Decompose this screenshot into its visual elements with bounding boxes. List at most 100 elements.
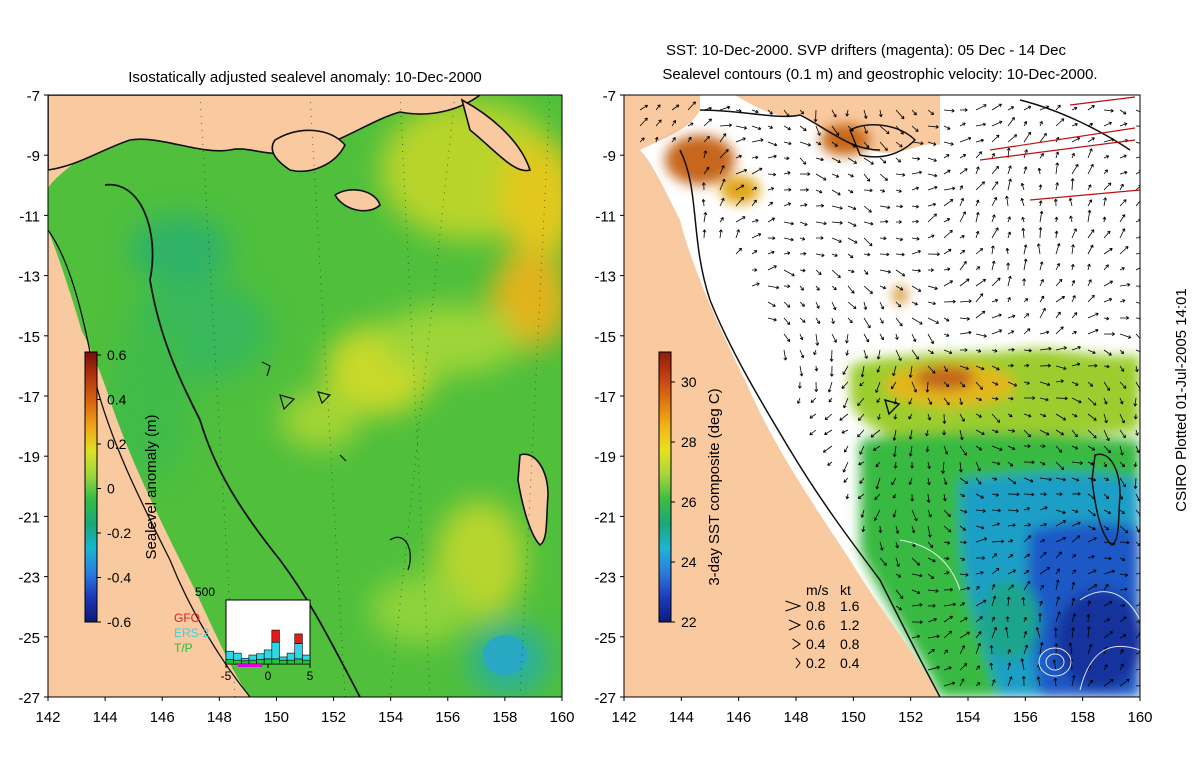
velocity-arrow <box>975 477 982 485</box>
velocity-arrow <box>959 397 963 406</box>
velocity-arrow <box>975 599 987 607</box>
velocity-arrow <box>767 187 775 191</box>
velocity-arrow <box>927 557 936 563</box>
velocity-arrow <box>1055 520 1067 527</box>
velocity-arrow <box>875 477 881 490</box>
velocity-arrow <box>991 583 996 591</box>
velocity-arrow <box>735 247 743 255</box>
velocity-arrow <box>1135 267 1140 271</box>
velocity-arrow <box>843 397 849 409</box>
velocity-arrow <box>1071 228 1077 239</box>
velocity-arrow <box>1087 229 1095 239</box>
velocity-arrow <box>1086 614 1091 623</box>
velocity-arrow <box>841 381 849 389</box>
velocity-arrow <box>1071 461 1084 465</box>
velocity-arrow <box>1135 301 1140 304</box>
velocity-arrow <box>1133 397 1138 407</box>
velocity-arrow <box>809 429 817 436</box>
velocity-arrow <box>991 214 996 223</box>
velocity-arrow <box>1055 445 1063 453</box>
velocity-arrow <box>991 134 1000 143</box>
velocity-arrow <box>943 280 954 287</box>
velocity-arrow <box>1039 600 1043 607</box>
velocity-arrow <box>1119 199 1127 207</box>
velocity-arrow <box>1039 279 1044 287</box>
velocity-arrow <box>991 461 1001 466</box>
velocity-arrow <box>892 493 897 499</box>
velocity-arrow <box>1007 539 1014 543</box>
velocity-arrow <box>1038 227 1043 239</box>
velocity-arrow <box>927 301 936 306</box>
velocity-arrow <box>831 141 838 147</box>
velocity-arrow <box>879 125 890 135</box>
velocity-arrow <box>1023 492 1035 497</box>
colorbar-tick-label: 0 <box>107 481 115 497</box>
velocity-arrow <box>1087 569 1097 575</box>
lat-tick-label: -15 <box>594 329 616 346</box>
velocity-arrow <box>975 166 980 175</box>
velocity-arrow <box>1119 316 1130 320</box>
velocity-arrow <box>1055 429 1064 436</box>
velocity-arrow <box>991 313 1002 319</box>
colorbar-tick-label: 0.4 <box>107 392 127 408</box>
latitude-ticks: -7 -7 -9 -9 -11 -11 -13 -13 -15 -15 -17 -17 -19 -19 -2… <box>18 88 624 707</box>
velocity-arrow <box>1020 197 1025 207</box>
velocity-arrow <box>1039 307 1046 319</box>
velocity-arrow <box>1103 477 1110 481</box>
velocity-arrow <box>1103 461 1107 468</box>
velocity-arrow <box>1119 461 1125 468</box>
velocity-arrow <box>799 268 806 273</box>
velocity-arrow <box>1087 555 1095 559</box>
velocity-arrow <box>927 157 937 162</box>
velocity-arrow <box>1087 279 1092 287</box>
velocity-arrow <box>1103 601 1113 607</box>
velocity-arrow <box>959 631 970 639</box>
velocity-arrow <box>895 125 904 135</box>
velocity-arrow <box>975 151 983 159</box>
velocity-arrow <box>847 157 858 164</box>
velocity-arrow <box>892 509 897 518</box>
velocity-arrow <box>1087 294 1095 303</box>
velocity-arrow <box>927 109 935 115</box>
velocity-arrow <box>813 109 818 122</box>
velocity-arrow <box>824 429 833 435</box>
velocity-arrow <box>959 108 968 112</box>
velocity-arrow <box>815 173 827 181</box>
histogram-bar-ers <box>256 653 265 660</box>
velocity-arrow <box>911 317 923 325</box>
velocity-arrow <box>1103 332 1115 336</box>
velocity-arrow <box>767 317 777 322</box>
velocity-arrow <box>879 317 884 324</box>
velocity-arrow <box>1055 311 1061 319</box>
velocity-arrow <box>1119 493 1124 500</box>
velocity-arrow <box>1021 676 1026 687</box>
satellite-tracks <box>199 95 551 697</box>
velocity-arrow <box>1103 569 1115 575</box>
velocity-arrow <box>719 197 725 207</box>
velocity-arrow <box>1055 326 1064 335</box>
velocity-arrow <box>1023 313 1030 319</box>
velocity-arrow <box>863 317 871 329</box>
velocity-arrow <box>1087 537 1097 543</box>
velocity-arrow <box>1007 314 1016 319</box>
velocity-arrow <box>991 477 998 481</box>
velocity-arrow <box>815 157 824 162</box>
velocity-arrow <box>925 381 930 393</box>
lon-tick-label: 158 <box>492 709 517 726</box>
velocity-arrows <box>639 101 1140 687</box>
velocity-arrow <box>959 168 968 175</box>
velocity-arrow <box>815 236 824 240</box>
velocity-arrow <box>831 109 837 118</box>
velocity-arrow <box>975 211 980 223</box>
lon-tick-label: 158 <box>1070 709 1095 726</box>
velocity-arrow <box>1087 600 1091 607</box>
velocity-arrow <box>827 461 833 466</box>
velocity-arrow <box>799 172 811 176</box>
velocity-arrow <box>1039 642 1044 655</box>
velocity-arrow <box>975 181 986 191</box>
velocity-arrow <box>1071 397 1082 404</box>
velocity-arrow <box>735 229 740 239</box>
velocity-arrow <box>1103 631 1113 639</box>
lon-tick-label: 160 <box>549 709 574 726</box>
